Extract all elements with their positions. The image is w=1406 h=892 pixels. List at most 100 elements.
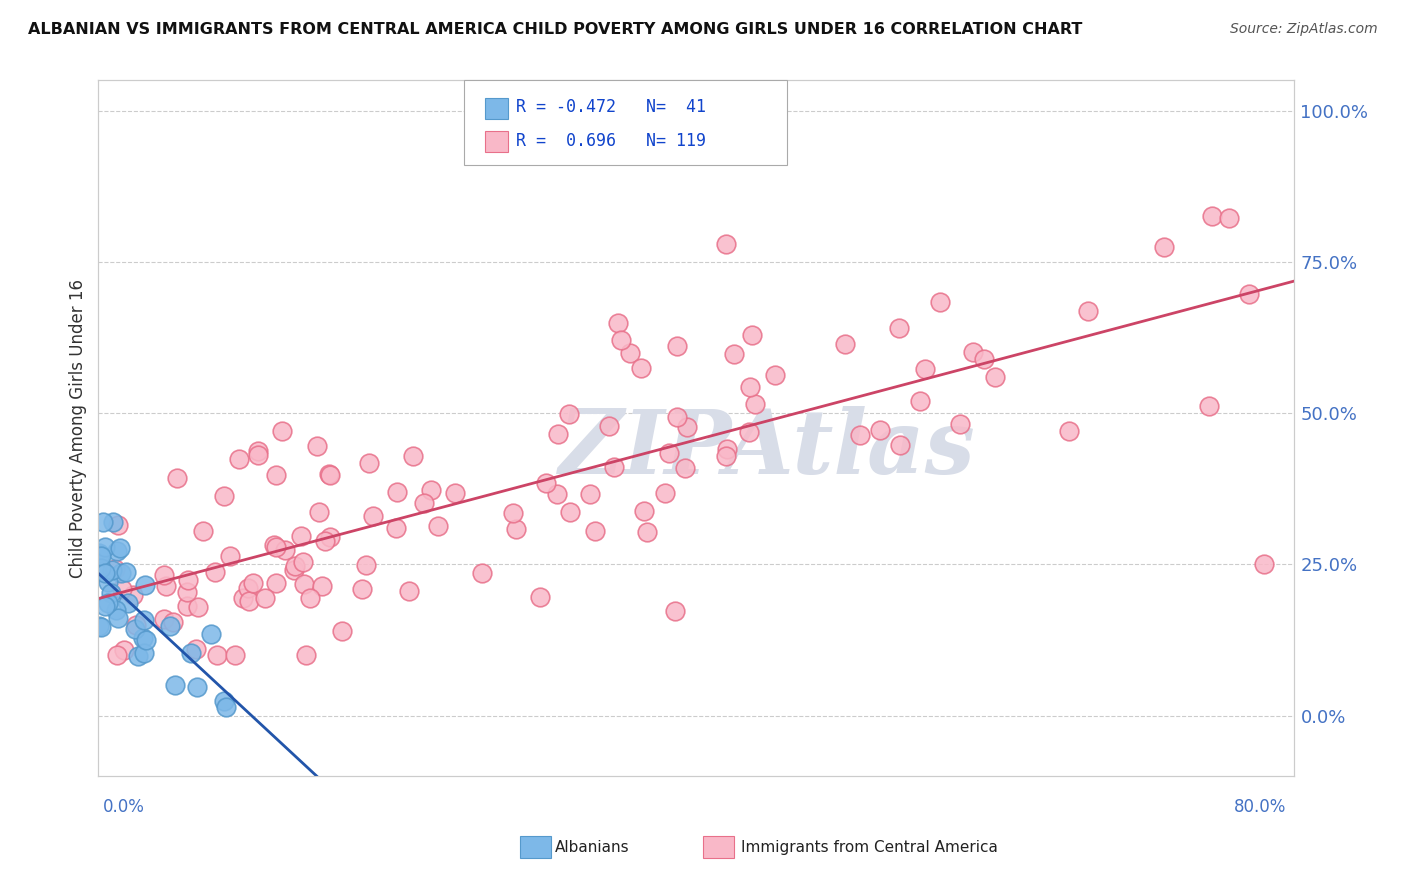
Point bbox=[236, 581, 259, 595]
Point bbox=[973, 351, 995, 366]
Point bbox=[132, 646, 155, 660]
Point bbox=[666, 410, 689, 425]
Text: 80.0%: 80.0% bbox=[1234, 798, 1286, 816]
Point bbox=[292, 576, 315, 591]
Point bbox=[266, 541, 288, 555]
Point bbox=[585, 524, 607, 539]
Point bbox=[664, 604, 686, 618]
Point bbox=[984, 370, 1007, 384]
Point bbox=[91, 515, 114, 529]
Point bbox=[714, 449, 737, 463]
Point bbox=[354, 558, 377, 573]
Point bbox=[214, 489, 236, 503]
Point bbox=[299, 591, 322, 605]
Point bbox=[162, 615, 184, 629]
Point bbox=[949, 417, 972, 431]
Point bbox=[908, 393, 931, 408]
Point bbox=[117, 596, 139, 610]
Point bbox=[90, 549, 112, 563]
Point bbox=[107, 611, 129, 625]
Point bbox=[633, 504, 655, 518]
Point bbox=[558, 407, 581, 421]
Point bbox=[536, 475, 558, 490]
Point bbox=[89, 546, 111, 560]
Point bbox=[246, 444, 269, 458]
Text: ALBANIAN VS IMMIGRANTS FROM CENTRAL AMERICA CHILD POVERTY AMONG GIRLS UNDER 16 C: ALBANIAN VS IMMIGRANTS FROM CENTRAL AMER… bbox=[28, 22, 1083, 37]
Point bbox=[271, 424, 294, 438]
Point bbox=[350, 582, 373, 596]
Point bbox=[186, 680, 208, 694]
Point bbox=[207, 648, 229, 662]
Point bbox=[738, 425, 761, 440]
Point bbox=[94, 540, 117, 554]
Point bbox=[105, 603, 128, 617]
Point bbox=[101, 563, 124, 577]
Point bbox=[385, 485, 408, 500]
Point bbox=[1153, 240, 1175, 254]
Point bbox=[318, 467, 340, 481]
Point bbox=[619, 346, 641, 360]
Text: 0.0%: 0.0% bbox=[103, 798, 145, 816]
Point bbox=[166, 471, 188, 485]
Point bbox=[204, 565, 226, 579]
Point bbox=[121, 588, 143, 602]
Point bbox=[107, 648, 129, 662]
Point bbox=[370, 781, 392, 796]
Point bbox=[263, 538, 285, 552]
Point bbox=[242, 576, 264, 591]
Point bbox=[529, 590, 551, 604]
Point bbox=[163, 678, 186, 692]
Point bbox=[232, 591, 254, 606]
Point bbox=[187, 599, 209, 614]
Point bbox=[546, 487, 568, 501]
Point bbox=[630, 360, 652, 375]
Point bbox=[105, 544, 128, 558]
Point bbox=[177, 574, 200, 588]
Point bbox=[319, 467, 342, 482]
Point bbox=[673, 460, 696, 475]
Point bbox=[100, 585, 122, 599]
Point bbox=[308, 505, 330, 519]
Point bbox=[889, 437, 911, 451]
Point bbox=[284, 558, 307, 573]
Point bbox=[112, 642, 135, 657]
Point bbox=[97, 596, 120, 610]
Point bbox=[1059, 424, 1081, 438]
Point bbox=[238, 594, 260, 608]
Point bbox=[285, 781, 308, 796]
Point bbox=[294, 648, 316, 662]
Point bbox=[200, 627, 222, 641]
Point bbox=[740, 380, 762, 394]
Point bbox=[153, 612, 176, 626]
Point bbox=[361, 508, 384, 523]
Point bbox=[292, 555, 315, 569]
Point bbox=[264, 468, 287, 483]
Point bbox=[547, 427, 569, 442]
Point bbox=[135, 633, 157, 648]
Point bbox=[676, 419, 699, 434]
Point bbox=[1253, 558, 1275, 572]
Point bbox=[744, 397, 766, 411]
Point bbox=[311, 579, 333, 593]
Point bbox=[606, 316, 628, 330]
Point bbox=[502, 507, 524, 521]
Point bbox=[444, 486, 467, 500]
Point bbox=[97, 575, 120, 590]
Text: Albanians: Albanians bbox=[555, 840, 630, 855]
Point bbox=[108, 541, 131, 556]
Point bbox=[124, 622, 146, 636]
Point bbox=[962, 345, 984, 359]
Point bbox=[224, 648, 246, 662]
Point bbox=[887, 321, 910, 335]
Point bbox=[269, 781, 291, 796]
Point bbox=[90, 561, 112, 575]
Point bbox=[834, 336, 856, 351]
Point bbox=[723, 347, 745, 361]
Y-axis label: Child Poverty Among Girls Under 16: Child Poverty Among Girls Under 16 bbox=[69, 278, 87, 578]
Text: Source: ZipAtlas.com: Source: ZipAtlas.com bbox=[1230, 22, 1378, 37]
Point bbox=[284, 781, 307, 796]
Point bbox=[101, 515, 124, 529]
Point bbox=[273, 542, 295, 557]
Point bbox=[716, 442, 738, 457]
Point bbox=[305, 439, 328, 453]
